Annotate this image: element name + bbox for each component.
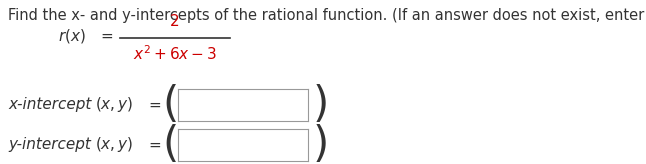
- Text: y-intercept: y-intercept: [8, 137, 91, 153]
- Text: $x^2 + 6x - 3$: $x^2 + 6x - 3$: [133, 45, 217, 63]
- Text: Find the x- and y-intercepts of the rational function. (If an answer does not ex: Find the x- and y-intercepts of the rati…: [8, 8, 646, 23]
- Text: $r(x)$: $r(x)$: [58, 27, 86, 45]
- Text: (: (: [162, 124, 178, 164]
- Text: =: =: [148, 98, 161, 113]
- Text: ): ): [313, 124, 329, 164]
- Text: $(x, y)$: $(x, y)$: [95, 95, 133, 114]
- Text: =: =: [148, 137, 161, 153]
- Text: =: =: [100, 29, 113, 43]
- Text: ): ): [313, 84, 329, 126]
- Text: x-intercept: x-intercept: [8, 98, 91, 113]
- Text: 2: 2: [170, 14, 180, 30]
- Text: $(x, y)$: $(x, y)$: [95, 135, 133, 154]
- Text: (: (: [162, 84, 178, 126]
